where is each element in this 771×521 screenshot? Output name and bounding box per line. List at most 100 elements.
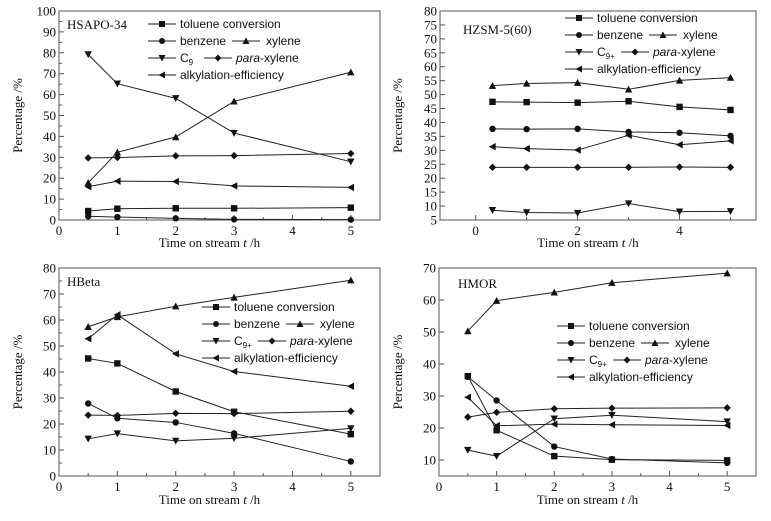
legend-label-xylene: xylene: [675, 336, 710, 350]
series-line: [87, 71, 351, 184]
series-alkylation-efficiency: [464, 393, 731, 430]
data-point: [172, 95, 180, 103]
legend-marker-square: [576, 15, 582, 21]
data-point: [608, 404, 616, 412]
data-point: [624, 200, 633, 208]
data-point: [172, 133, 180, 141]
series-line: [492, 77, 731, 90]
data-point: [523, 98, 530, 106]
data-point: [550, 415, 558, 423]
data-point: [84, 411, 92, 419]
data-point: [172, 419, 179, 426]
data-point: [624, 131, 632, 139]
x-tick-label: 0: [436, 479, 443, 494]
series-para-xylene: [488, 163, 735, 172]
x-tick-label: 5: [724, 479, 731, 494]
series-alkylation-efficiency: [84, 311, 355, 390]
legend: toluene conversion benzene xylene C9 para-xy…: [148, 17, 301, 82]
y-tick-label: 80: [424, 4, 437, 19]
x-tick-label: 3: [231, 223, 238, 238]
data-point: [489, 98, 496, 106]
legend-marker-triangle-down: [575, 49, 583, 56]
data-point: [114, 213, 121, 221]
y-tick-label: 45: [424, 101, 437, 116]
data-point: [522, 79, 531, 87]
data-point: [172, 302, 180, 310]
data-point: [723, 269, 731, 277]
x-tick-label: 2: [551, 479, 558, 494]
x-tick-label: 1: [114, 223, 121, 238]
data-point: [172, 152, 180, 160]
y-tick-label: 30: [43, 391, 56, 406]
legend-label-toluene-conversion: toluene conversion: [234, 300, 335, 314]
data-point: [230, 409, 238, 418]
data-point: [113, 148, 122, 156]
y-tick-label: 20: [423, 421, 436, 436]
data-point: [608, 412, 616, 419]
legend-marker-triangle-up: [651, 339, 659, 346]
data-point: [172, 205, 179, 212]
data-point: [488, 163, 497, 172]
data-point: [675, 76, 684, 84]
legend-label-para-xylene: para-xylene: [644, 353, 708, 367]
y-tick-label: 30: [423, 389, 436, 404]
panel-title: HMOR: [458, 276, 497, 291]
data-point: [676, 103, 683, 111]
data-point: [347, 149, 355, 158]
legend-label-toluene-conversion: toluene conversion: [180, 17, 281, 31]
panel-title: HBeta: [67, 274, 100, 289]
y-tick-label: 20: [43, 417, 56, 432]
x-tick-label: 4: [289, 479, 296, 494]
legend-marker-circle: [568, 340, 574, 346]
data-point: [113, 430, 122, 438]
x-tick-label: 3: [231, 479, 238, 494]
data-point: [723, 404, 731, 412]
legend-marker-square: [213, 304, 219, 310]
data-point: [489, 125, 496, 133]
data-point: [574, 99, 581, 106]
legend-marker-triangle-left: [212, 354, 219, 362]
series-alkylation-efficiency: [84, 177, 355, 192]
y-tick-label: 20: [424, 171, 437, 186]
data-point: [347, 382, 355, 390]
y-tick-label: 0: [50, 213, 57, 228]
y-tick-label: 80: [43, 45, 56, 60]
series-alkylation-efficiency: [488, 131, 734, 154]
data-point: [550, 288, 558, 296]
legend-marker-circle: [576, 32, 582, 38]
data-point: [230, 129, 238, 137]
x-tick-label: 4: [676, 223, 683, 238]
y-tick-label: 50: [43, 339, 56, 354]
y-tick-label: 50: [43, 108, 56, 123]
y-tick-label: 60: [423, 293, 436, 308]
legend-marker-circle: [213, 321, 219, 327]
legend-label-xylene: xylene: [320, 317, 355, 331]
plot-frame: [439, 10, 757, 221]
y-tick-label: 0: [50, 469, 57, 484]
legend: toluene conversion benzene xylene C9+ para-x…: [565, 11, 718, 76]
data-point: [84, 400, 92, 407]
data-point: [676, 129, 683, 136]
data-point: [84, 51, 92, 59]
series-para-xylene: [84, 407, 355, 420]
x-tick-label: 5: [348, 479, 355, 494]
y-tick-label: 10: [43, 192, 56, 207]
data-point: [113, 177, 121, 185]
y-tick-label: 70: [43, 66, 56, 81]
data-point: [522, 163, 531, 172]
y-tick-label: 65: [424, 45, 437, 60]
y-tick-label: 30: [43, 150, 56, 165]
data-point: [726, 163, 735, 172]
y-tick-label: 35: [424, 129, 437, 144]
series-benzene: [84, 213, 355, 223]
data-point: [347, 430, 355, 438]
y-tick-label: 100: [37, 4, 57, 19]
data-point: [625, 98, 632, 105]
legend-marker-diamond: [214, 54, 222, 62]
chart-panel-hmor: 10 20 30 40 50 60 70 0 1 2 3 4 5 Time on stream t /h P…: [390, 261, 757, 507]
data-point: [550, 405, 558, 413]
series-toluene-conversion: [464, 372, 731, 464]
data-point: [551, 452, 558, 460]
